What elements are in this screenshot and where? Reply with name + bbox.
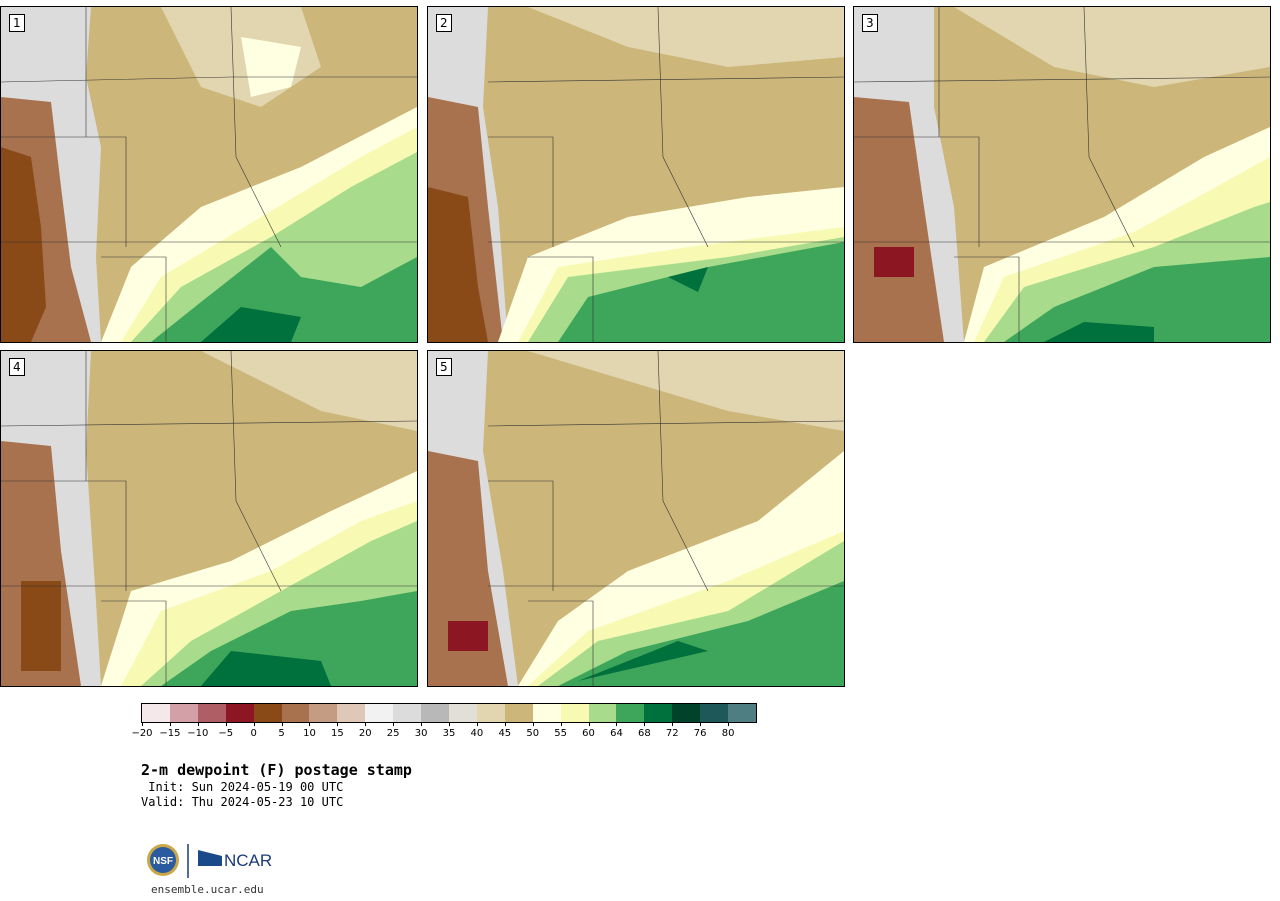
- stamp-panel-3: 3: [853, 6, 1271, 343]
- colorbar-tick: [309, 722, 311, 726]
- colorbar-tick: [337, 722, 339, 726]
- stamp-panel-4: 4: [0, 350, 418, 687]
- colorbar-swatch: [169, 704, 198, 722]
- colorbar-tick: [142, 722, 143, 726]
- colorbar-swatch: [700, 704, 729, 722]
- map-4: [1, 351, 417, 686]
- colorbar-tick: [588, 722, 590, 726]
- colorbar-tick: [365, 722, 367, 726]
- map-1: [1, 7, 417, 342]
- colorbar-swatch: [532, 704, 561, 722]
- colorbar-tick-label: 10: [303, 728, 316, 739]
- colorbar-tick-label: 40: [470, 728, 484, 739]
- panel-number: 4: [9, 358, 25, 376]
- colorbar-tick: [281, 722, 283, 726]
- colorbar-tick-label: 5: [278, 728, 285, 739]
- stamp-panel-2: 2: [427, 6, 845, 343]
- valid-time: Valid: Thu 2024-05-23 10 UTC: [141, 795, 344, 809]
- nsf-ncar-logo: NSF NCAR: [145, 842, 275, 882]
- colorbar-swatch: [448, 704, 477, 722]
- colorbar-swatch: [197, 704, 226, 722]
- website-url: ensemble.ucar.edu: [151, 883, 264, 896]
- colorbar-tick: [504, 722, 506, 726]
- colorbar-swatch: [616, 704, 645, 722]
- colorbar-tick: [728, 722, 730, 726]
- colorbar-tick: [421, 722, 423, 726]
- nsf-text: NSF: [153, 856, 173, 867]
- colorbar-tick-label: 25: [386, 728, 400, 739]
- colorbar-swatch: [476, 704, 505, 722]
- colorbar-swatch: [142, 704, 170, 722]
- colorbar-swatch: [253, 704, 282, 722]
- colorbar-tick-label: 45: [498, 728, 512, 739]
- map-2: [428, 7, 844, 342]
- colorbar-swatch: [309, 704, 338, 722]
- colorbar-tick-label: 55: [554, 728, 567, 739]
- colorbar-swatch: [337, 704, 366, 722]
- colorbar-tick: [476, 722, 478, 726]
- colorbar-tick: [225, 722, 227, 726]
- colorbar-tick-label: 35: [442, 728, 456, 739]
- colorbar-swatch: [672, 704, 701, 722]
- colorbar-tick-label: 20: [358, 728, 372, 739]
- colorbar-tick-label: −5: [218, 728, 234, 739]
- map-5: [428, 351, 844, 686]
- colorbar-swatch: [281, 704, 310, 722]
- colorbar-tick-label: 30: [414, 728, 428, 739]
- colorbar-swatch: [393, 704, 422, 722]
- colorbar-tick: [672, 722, 674, 726]
- colorbar-swatch: [588, 704, 617, 722]
- colorbar-swatch: [560, 704, 589, 722]
- panel-number: 2: [436, 14, 452, 32]
- colorbar-tick-label: 80: [721, 728, 735, 739]
- ncar-text: NCAR: [224, 851, 272, 870]
- figure-title: 2-m dewpoint (F) postage stamp: [141, 761, 412, 779]
- stamp-panel-1: 1: [0, 6, 418, 343]
- colorbar-tick: [532, 722, 534, 726]
- colorbar-tick: [700, 722, 702, 726]
- colorbar-tick-label: 72: [665, 728, 679, 739]
- colorbar-tick: [169, 722, 171, 726]
- colorbar-tick-label: −15: [159, 728, 181, 739]
- colorbar-tick-label: 68: [637, 728, 651, 739]
- colorbar-tick-label: −20: [131, 728, 153, 739]
- colorbar-swatch: [225, 704, 254, 722]
- dewpoint-colorbar: [141, 703, 757, 723]
- colorbar-swatch: [728, 704, 756, 722]
- colorbar-tick-label: 0: [250, 728, 257, 739]
- colorbar-tick: [616, 722, 618, 726]
- colorbar-swatch: [421, 704, 449, 722]
- colorbar-tick-label: 60: [582, 728, 595, 739]
- colorbar-swatch: [644, 704, 673, 722]
- panel-number: 3: [862, 14, 878, 32]
- colorbar-tick: [560, 722, 562, 726]
- colorbar-tick-label: −10: [187, 728, 209, 739]
- panel-number: 1: [9, 14, 25, 32]
- logo-graphic: NSF NCAR: [147, 844, 272, 878]
- colorbar-tick: [253, 722, 255, 726]
- colorbar-tick-label: 15: [330, 728, 344, 739]
- init-time: Init: Sun 2024-05-19 00 UTC: [141, 780, 344, 794]
- map-3: [854, 7, 1270, 342]
- stamp-panel-5: 5: [427, 350, 845, 687]
- colorbar-swatch: [504, 704, 533, 722]
- colorbar-tick: [644, 722, 646, 726]
- panel-number: 5: [436, 358, 452, 376]
- colorbar-tick: [197, 722, 199, 726]
- colorbar-tick-label: 50: [526, 728, 540, 739]
- colorbar-tick: [449, 722, 450, 726]
- colorbar-swatch: [365, 704, 394, 722]
- colorbar-ticks: −20 −15 −10 −5 0 5 10 15 20 25 30 35 40 45 50 55 60 64 68 7…: [131, 722, 757, 744]
- colorbar-tick-label: 64: [610, 728, 623, 739]
- colorbar-tick-label: 76: [693, 728, 707, 739]
- colorbar-tick: [393, 722, 395, 726]
